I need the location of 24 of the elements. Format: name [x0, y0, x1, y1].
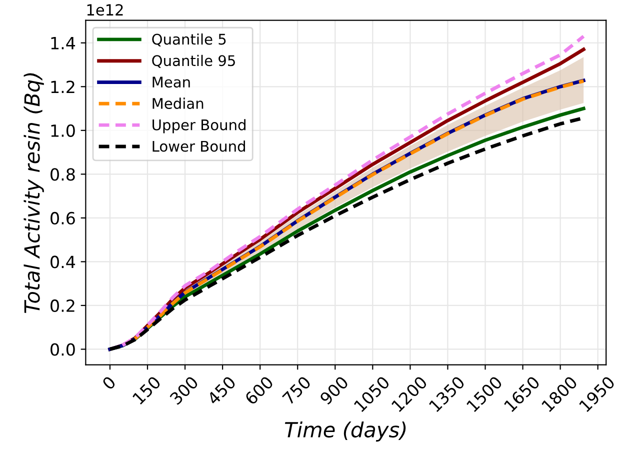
x-tick-label: 150: [132, 375, 162, 405]
x-axis-title: Time (days): [284, 421, 406, 442]
y-tick-label: 1.4: [51, 37, 76, 50]
x-tick-label: 450: [206, 375, 236, 406]
legend-label: Median: [152, 98, 204, 109]
y-tick-label: 0.0: [50, 343, 75, 356]
y-axis-title: Total Activity resin (Bq): [24, 73, 44, 314]
legend-label: Upper Bound: [152, 119, 246, 134]
y-tick-label: 0.8: [50, 168, 75, 181]
legend-label: Mean: [152, 76, 190, 88]
y-tick-label: 0.2: [50, 299, 74, 312]
y-tick-label: 0.6: [50, 212, 75, 225]
x-tick-label: 900: [319, 375, 350, 406]
x-tick-label: 750: [282, 375, 312, 406]
x-tick-label: 600: [244, 375, 274, 406]
text: 1e12: [87, 4, 123, 16]
y-tick-label: 1.0: [51, 124, 75, 137]
x-tick-label: 300: [169, 375, 199, 406]
y-tick-label: 1.2: [51, 80, 74, 93]
legend-label: Quantile 5: [152, 33, 226, 46]
legend-label: Lower Bound: [152, 140, 245, 152]
legend-label: Quantile 95: [152, 54, 235, 68]
x-tick-label: 0: [102, 375, 116, 390]
y-tick-label: 0.4: [50, 256, 76, 268]
